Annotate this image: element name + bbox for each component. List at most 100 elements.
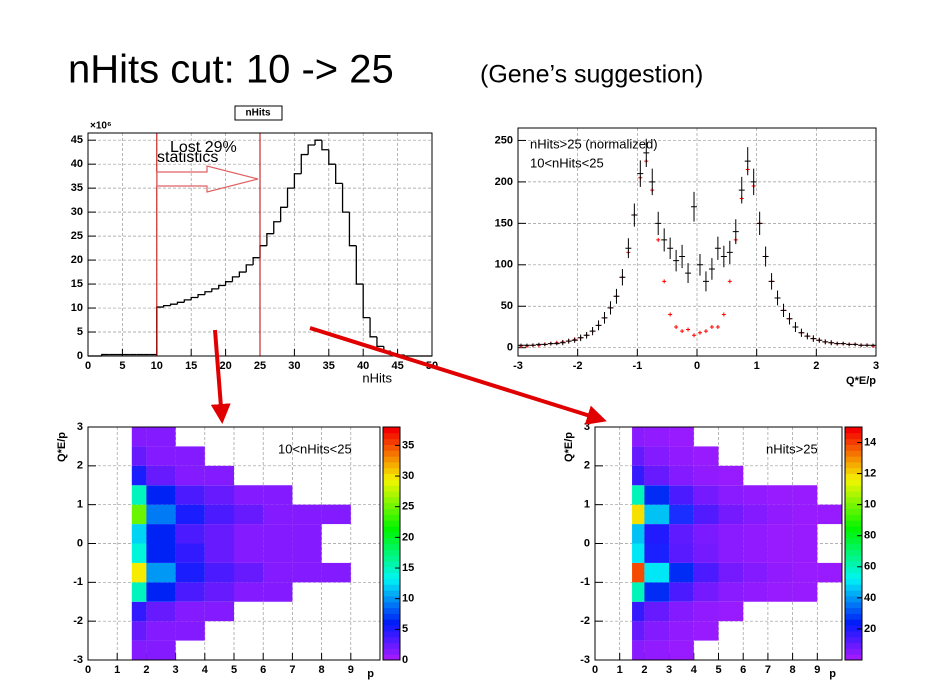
error-point — [852, 342, 859, 347]
histogram-bin — [376, 336, 384, 348]
y-tick-label: 150 — [495, 217, 513, 229]
heat-cell — [131, 485, 147, 505]
colorbar-step — [383, 572, 400, 579]
x-tick-label: 40 — [357, 360, 369, 372]
heat-cell — [669, 621, 694, 641]
heat-cell — [263, 504, 293, 525]
error-point — [529, 343, 536, 347]
colorbar-label: 60 — [864, 561, 876, 573]
y-axis-label: Q*E/p — [563, 432, 575, 462]
colorbar-label: 40 — [864, 592, 876, 604]
y-tick-label: -2 — [73, 615, 83, 627]
y-tick-label: 20 — [71, 254, 83, 266]
colorbar-step — [383, 636, 400, 644]
histogram-bin — [286, 187, 295, 208]
y-tick-label: -3 — [73, 654, 83, 666]
colorbar-frame — [844, 426, 863, 661]
error-point — [732, 219, 739, 245]
heat-cell — [767, 485, 793, 505]
colorbar-step — [383, 578, 400, 585]
annotation: statistics — [157, 149, 218, 166]
heat-cell — [131, 427, 147, 447]
colorbar-step — [383, 432, 400, 440]
colorbar-step — [845, 491, 862, 498]
error-point — [518, 343, 524, 347]
colorbar-step — [845, 427, 862, 434]
histogram-bin — [341, 183, 350, 213]
error-point — [667, 237, 674, 259]
x-tick-label: 6 — [740, 664, 746, 676]
colorbar-step — [845, 584, 862, 591]
heat-cell — [767, 582, 793, 602]
colorbar-step — [845, 590, 862, 597]
y-tick-label: 40 — [71, 158, 83, 170]
colorbar-step — [383, 461, 400, 469]
x-tick-label: 1 — [754, 360, 760, 372]
heat-cell — [743, 485, 768, 505]
colorbar-step — [845, 619, 862, 626]
colorbar-step — [845, 648, 862, 655]
heat-cell — [292, 524, 322, 544]
heat-cell — [632, 621, 645, 641]
x-tick-label: 2 — [143, 664, 149, 676]
heat-cell — [292, 562, 322, 583]
histogram-bin — [369, 317, 377, 338]
colorbar-step — [383, 537, 400, 544]
colorbar-step — [383, 625, 400, 632]
histogram-bin — [169, 303, 178, 306]
x-tick-label: 25 — [254, 360, 266, 372]
heat-cell — [792, 504, 818, 525]
error-point — [702, 271, 709, 292]
heat-cell — [131, 640, 147, 660]
colorbar-step — [845, 496, 862, 504]
heat-cell — [632, 504, 645, 525]
error-point — [846, 342, 853, 347]
y-tick-label: 0 — [77, 537, 83, 549]
y-tick-label: 0 — [507, 342, 513, 354]
colorbar-label: 0 — [402, 654, 408, 666]
heat-cell — [175, 446, 205, 466]
colorbar-step — [845, 479, 862, 486]
x-tick-label: 8 — [319, 664, 325, 676]
x-tick-label: 0 — [85, 360, 91, 372]
colorbar-step — [383, 427, 400, 434]
colorbar-step — [845, 444, 862, 451]
error-point — [577, 334, 584, 342]
colorbar-step — [845, 485, 862, 492]
heat-cell — [632, 582, 645, 602]
x-axis-label: p — [829, 668, 836, 680]
colorbar-step — [845, 432, 862, 440]
x-tick-label: 10 — [151, 360, 163, 372]
colorbar-step — [383, 526, 400, 533]
colorbar-step — [383, 601, 400, 609]
colorbar-step — [383, 642, 400, 649]
error-point — [589, 326, 596, 336]
colorbar-step — [383, 456, 400, 463]
colorbar-label: 140 — [864, 436, 882, 448]
heat-cell — [146, 582, 176, 602]
colorbar-step — [383, 555, 400, 562]
heat-cell — [204, 524, 234, 544]
histogram-bin — [279, 206, 288, 222]
colorbar-step — [845, 461, 862, 469]
plot-frame — [594, 426, 843, 661]
heat-cell — [204, 504, 234, 525]
heat-cell — [693, 562, 719, 583]
heat-cell — [321, 504, 351, 525]
heat-cell — [669, 543, 694, 563]
y-tick-label: 10 — [71, 302, 83, 314]
heat-cell — [146, 485, 176, 505]
heat-cell — [204, 601, 234, 622]
heat-cell — [204, 485, 234, 505]
y-tick-label: 3 — [77, 421, 83, 433]
x-tick-label: -3 — [513, 360, 523, 372]
error-point — [858, 343, 865, 347]
y-tick-label: 0 — [584, 537, 590, 549]
colorbar-step — [383, 508, 400, 515]
error-point — [816, 337, 823, 343]
error-point — [792, 322, 799, 332]
error-point — [685, 263, 692, 284]
colorbar-step — [383, 531, 400, 539]
error-point — [571, 337, 578, 343]
